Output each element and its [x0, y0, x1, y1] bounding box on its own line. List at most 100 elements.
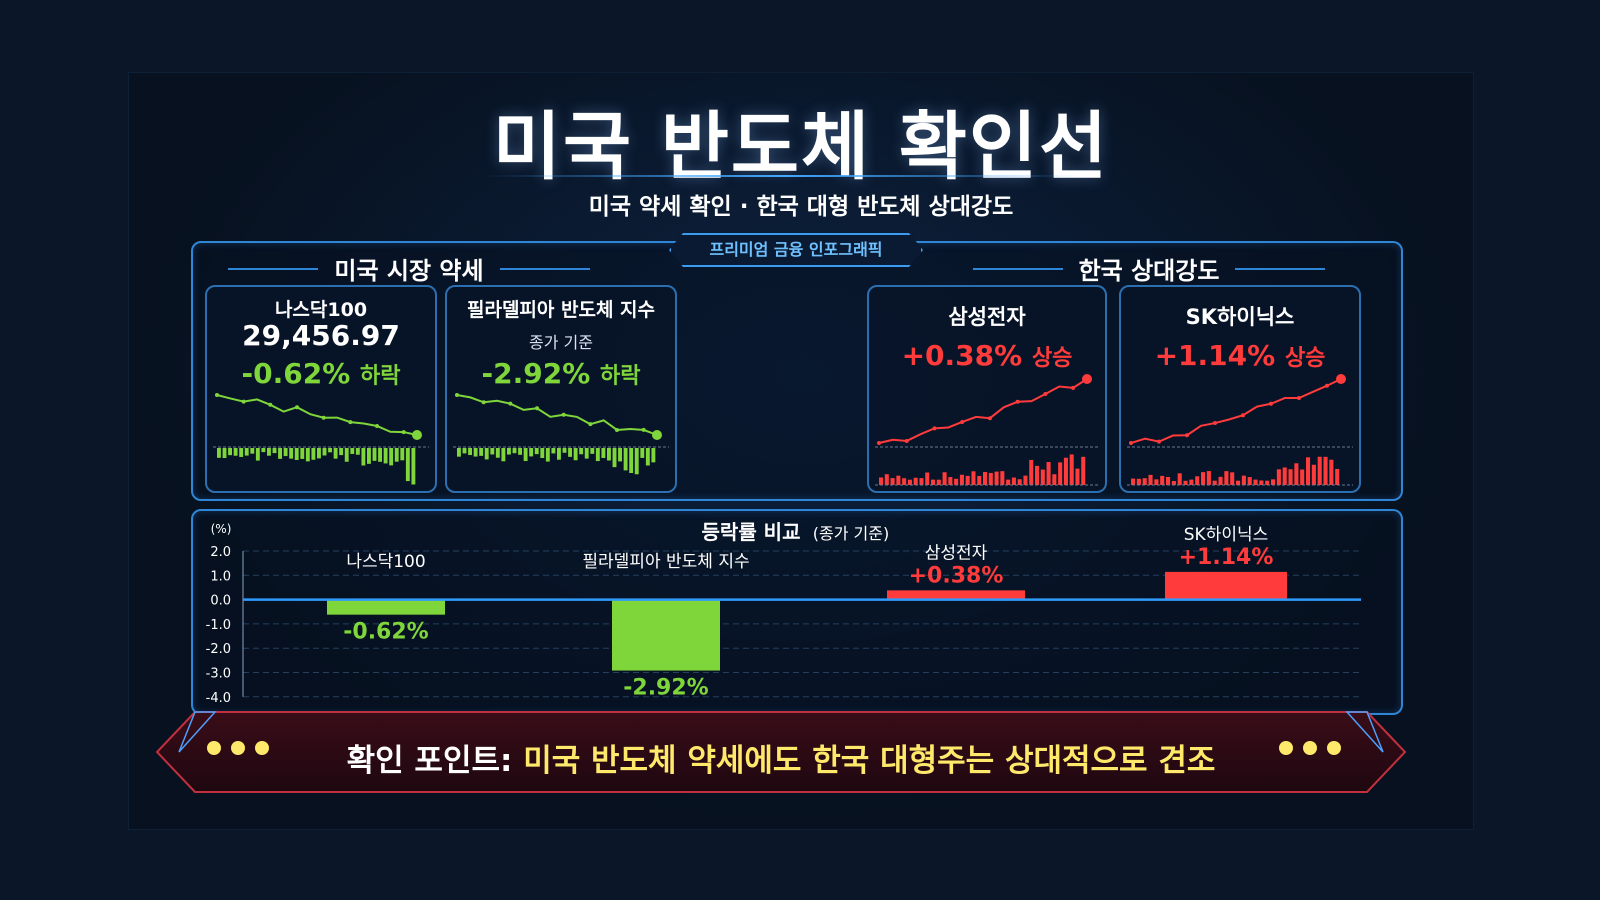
volume-bar [479, 448, 484, 456]
volume-bar [1171, 480, 1176, 485]
card-nasdaq100: 나스닥100 29,456.97 -0.62% 하락 [205, 285, 437, 493]
volume-bar [545, 448, 550, 462]
volume-bar [233, 448, 238, 456]
volume-bar [534, 448, 539, 455]
volume-bar [1247, 477, 1252, 485]
volume-bar [411, 448, 416, 485]
volume-bar [590, 448, 595, 454]
card-name: 나스닥100 [274, 299, 368, 321]
volume-bar [612, 448, 617, 468]
volume-bar [983, 471, 988, 485]
volume-bar [573, 448, 578, 461]
volume-bar [1224, 471, 1229, 485]
sparkline-chart [875, 374, 1099, 486]
heading-rule [972, 267, 1063, 270]
volume-bar [1323, 456, 1328, 485]
category-label: 삼성전자 [925, 543, 988, 563]
banner-text: 확인 포인트: 미국 반도체 약세에도 한국 대형주는 상대적으로 견조 [155, 735, 1407, 780]
sparkline-point [615, 427, 619, 432]
volume-bar [1335, 468, 1340, 485]
volume-bar [344, 448, 349, 462]
volume-bar [378, 448, 382, 462]
card-change: +0.38% 상승 [869, 339, 1105, 372]
volume-bar [490, 448, 495, 455]
banner-message: 미국 반도체 약세에도 한국 대형주는 상대적으로 견조 [523, 743, 1216, 779]
volume-bar [328, 448, 332, 453]
volume-bar [1282, 467, 1287, 485]
dot-icon [1279, 741, 1293, 755]
volume-bar [954, 478, 959, 485]
volume-bar [222, 448, 227, 459]
page-title: 미국 반도체 확인선 [492, 104, 1110, 190]
volume-bar [244, 448, 249, 456]
card-note: 종가 기준 [529, 333, 593, 352]
category-label: 나스닥100 [346, 552, 425, 572]
dot-icon [1327, 741, 1341, 755]
volume-bar [294, 448, 299, 461]
kr-section-heading: 한국 상대강도 [949, 251, 1349, 286]
volume-bar [640, 448, 645, 458]
volume-bar [484, 448, 489, 460]
bar-value-label: +0.38% [909, 563, 1004, 588]
volume-bar [1317, 456, 1322, 485]
change-direction: 상승 [1031, 346, 1073, 371]
sparkline-point [641, 427, 646, 432]
bar [887, 590, 1025, 600]
volume-bar [355, 448, 360, 455]
volume-bar [529, 448, 534, 457]
sparkline-point [481, 400, 486, 405]
volume-bar [584, 448, 589, 459]
volume-bar [228, 448, 232, 456]
sparkline-point [348, 420, 353, 425]
sparkline-endpoint [652, 430, 662, 440]
sparkline-point [535, 406, 539, 411]
volume-bar [1058, 462, 1063, 485]
volume-bar [1253, 479, 1258, 485]
volume-bar [595, 448, 600, 462]
volume-bar [1206, 471, 1211, 485]
volume-bar [562, 448, 567, 453]
volume-bar [907, 479, 912, 485]
volume-bar [333, 448, 338, 459]
sparkline-point [877, 441, 881, 445]
sparkline-chart [1127, 374, 1353, 486]
infographic-panel: 미국 반도체 확인선 미국 약세 확인 · 한국 대형 반도체 상대강도 프리미… [128, 72, 1474, 830]
volume-bar [283, 448, 288, 457]
page-subtitle: 미국 약세 확인 · 한국 대형 반도체 상대강도 [588, 194, 1014, 220]
y-tick-label: -2.0 [206, 642, 231, 657]
volume-bar [383, 448, 388, 464]
volume-bar [1212, 480, 1217, 485]
volume-bar [1166, 476, 1171, 485]
volume-bar [322, 448, 327, 456]
sparkline [878, 378, 1088, 444]
volume-bar [1040, 469, 1045, 485]
sparkline-point [401, 430, 406, 435]
bar-chart: 등락률 비교 (종가 기준) (%) 2.0 1.0 0.0 -1.0 -2.0 -3.0… [206, 520, 1361, 706]
volume-bar [350, 448, 355, 454]
volume-bar [512, 448, 517, 454]
volume-bar [239, 448, 244, 457]
sparkline-point [960, 419, 965, 424]
volume-bar [1177, 473, 1182, 485]
sparkline-point [1269, 401, 1273, 406]
chart-title: 등락률 비교 [702, 520, 801, 544]
volume-bar [289, 448, 294, 459]
volume-bar [629, 448, 634, 473]
volume-bar [389, 448, 394, 466]
volume-bar [462, 448, 467, 454]
y-axis-unit: (%) [211, 522, 232, 536]
sparkline-point [904, 438, 909, 443]
volume-bar [1131, 478, 1136, 485]
sparkline-endpoint [1082, 374, 1092, 384]
volume-bar [919, 478, 924, 485]
sparkline-point [588, 422, 593, 427]
sparkline-point [987, 416, 992, 421]
sparkline-endpoint [1336, 374, 1346, 384]
volume-bar [372, 448, 377, 461]
title-underline [484, 175, 1084, 177]
category-label: 필라델피아 반도체 지수 [582, 552, 749, 572]
change-direction: 하락 [360, 364, 401, 389]
bar-value-label: +1.14% [1179, 545, 1274, 570]
volume-bar [1218, 476, 1223, 485]
volume-bar [890, 478, 895, 485]
